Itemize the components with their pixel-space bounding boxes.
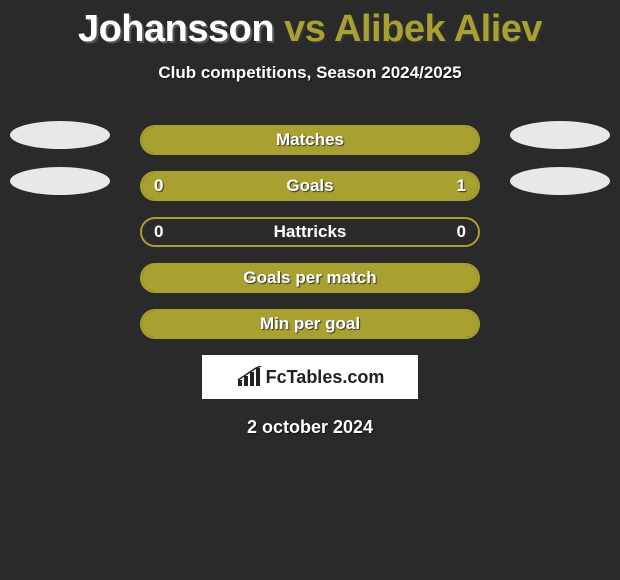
player-stat-ellipse: [510, 121, 610, 149]
comparison-title: Johansson vs Alibek Aliev: [0, 0, 620, 51]
date-text: 2 october 2024: [0, 417, 620, 438]
chart-area: Matches 01Goals 00Hattricks Goals per match…: [0, 125, 620, 339]
stat-label: Min per goal: [142, 311, 478, 337]
stat-row: Matches: [140, 125, 480, 155]
stat-row: 01Goals: [140, 171, 480, 201]
stat-label: Goals per match: [142, 265, 478, 291]
player2-name: Alibek Aliev: [334, 8, 542, 50]
player-stat-ellipse: [10, 167, 110, 195]
stat-row: Min per goal: [140, 309, 480, 339]
player1-name: Johansson: [78, 8, 274, 50]
vs-text: vs: [284, 8, 325, 50]
stat-row: 00Hattricks: [140, 217, 480, 247]
player-stat-ellipse: [510, 167, 610, 195]
brand-box: FcTables.com: [202, 355, 418, 399]
brand-chart-icon: [236, 366, 262, 388]
stat-row: Goals per match: [140, 263, 480, 293]
stat-label: Hattricks: [142, 219, 478, 245]
subtitle: Club competitions, Season 2024/2025: [0, 63, 620, 83]
player-stat-ellipse: [10, 121, 110, 149]
stat-label: Goals: [142, 173, 478, 199]
brand-text: FcTables.com: [266, 367, 385, 388]
stat-label: Matches: [142, 127, 478, 153]
